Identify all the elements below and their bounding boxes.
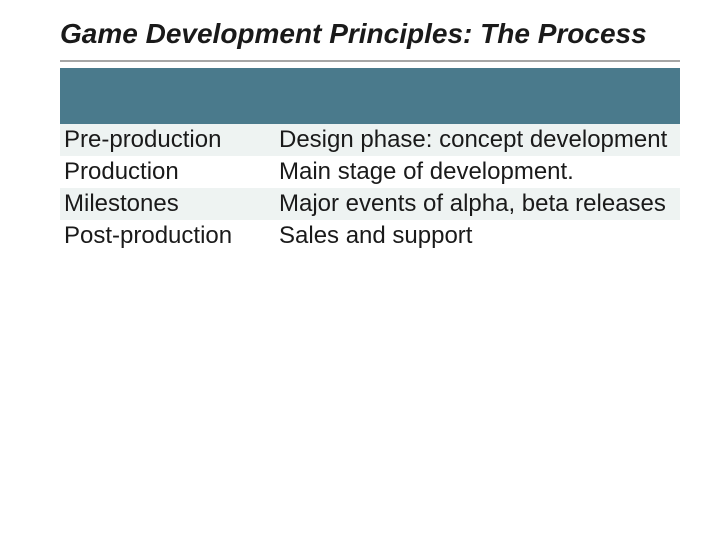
desc-cell: Sales and support [275, 220, 680, 252]
process-table: Pre-production Design phase: concept dev… [60, 68, 680, 252]
table-row: Production Main stage of development. [60, 156, 680, 188]
desc-cell: Main stage of development. [275, 156, 680, 188]
table-row: Pre-production Design phase: concept dev… [60, 124, 680, 156]
phase-cell: Post-production [60, 220, 275, 252]
slide-title: Game Development Principles: The Process [60, 18, 680, 50]
table-header-row [60, 68, 680, 124]
desc-cell: Major events of alpha, beta releases [275, 188, 680, 220]
desc-cell: Design phase: concept development [275, 124, 680, 156]
table-header-cell [275, 68, 680, 124]
phase-cell: Milestones [60, 188, 275, 220]
slide: Game Development Principles: The Process… [0, 0, 720, 540]
phase-cell: Production [60, 156, 275, 188]
table-row: Post-production Sales and support [60, 220, 680, 252]
title-underline [60, 60, 680, 62]
table-header-cell [60, 68, 275, 124]
table-row: Milestones Major events of alpha, beta r… [60, 188, 680, 220]
phase-cell: Pre-production [60, 124, 275, 156]
